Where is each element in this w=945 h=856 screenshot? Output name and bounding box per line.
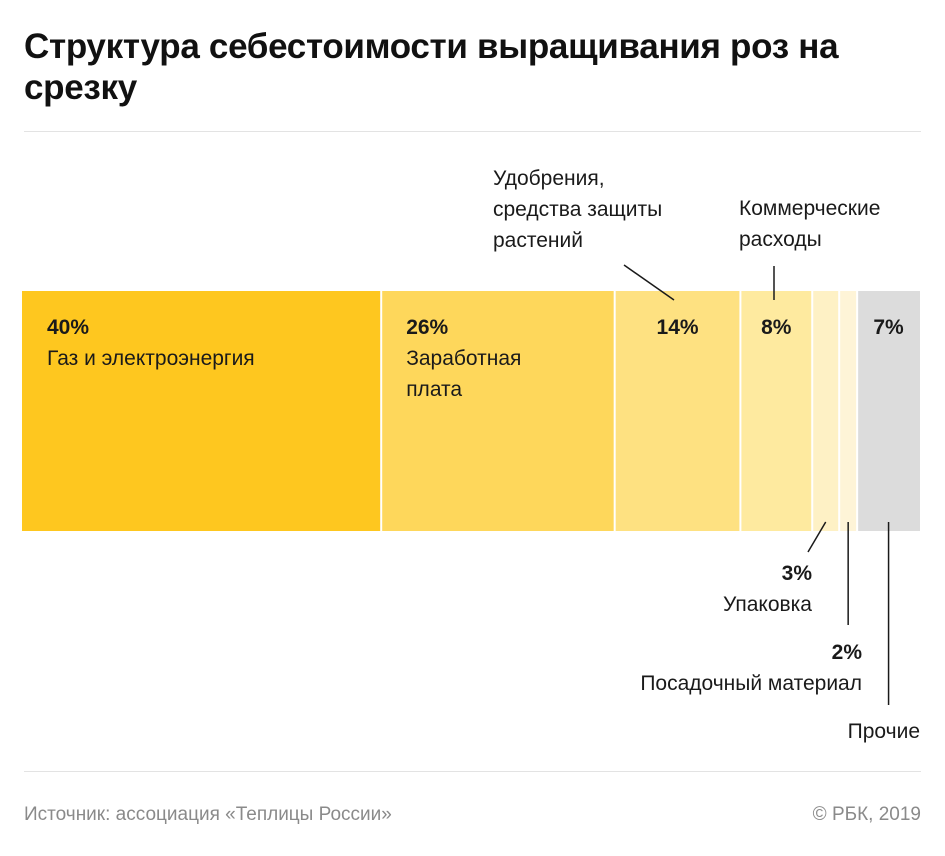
copyright-note: © РБК, 2019 <box>812 804 921 825</box>
segment-separator-1 <box>380 291 383 531</box>
category-label-2: Заработная <box>406 347 521 370</box>
bottom-divider <box>24 771 921 772</box>
top-divider <box>24 131 921 132</box>
bar-segment-6 <box>839 291 858 531</box>
category-label-3: растений <box>493 229 583 252</box>
category-label-2: плата <box>406 378 462 401</box>
category-label-3: Удобрения, <box>493 167 605 190</box>
value-label-4: 8% <box>761 316 792 339</box>
bar-segment-1 <box>22 291 382 531</box>
category-label-7: Прочие <box>848 720 920 743</box>
category-label-4: Коммерческие <box>739 197 880 220</box>
segment-separator-2 <box>613 291 616 531</box>
bar-segment-3 <box>614 291 741 531</box>
bar-segment-7 <box>857 291 920 531</box>
segment-separator-5 <box>838 291 841 531</box>
segment-separator-3 <box>739 291 742 531</box>
category-label-6: Посадочный материал <box>640 672 862 695</box>
category-label-4: расходы <box>739 228 822 251</box>
category-label-3: средства защиты <box>493 198 662 221</box>
leader-line-5 <box>807 521 827 553</box>
value-label-3: 14% <box>657 316 699 339</box>
bar-segment-2 <box>381 291 615 531</box>
segment-separator-4 <box>811 291 814 531</box>
category-label-5: Упаковка <box>723 593 812 616</box>
segment-separator-6 <box>856 291 859 531</box>
value-label-7: 7% <box>873 316 904 339</box>
bar-segment-4 <box>740 291 813 531</box>
bar-segment-5 <box>812 291 840 531</box>
chart-title: Структура себестоимости выращивания роз … <box>24 27 839 107</box>
value-label-2: 26% <box>406 316 448 339</box>
source-note: Источник: ассоциация «Теплицы России» <box>24 804 392 825</box>
value-label-5: 3% <box>782 562 813 585</box>
value-label-6: 2% <box>832 641 863 664</box>
leader-line-3 <box>623 264 675 301</box>
category-label-1: Газ и электроэнергия <box>47 347 255 370</box>
value-label-1: 40% <box>47 316 89 339</box>
